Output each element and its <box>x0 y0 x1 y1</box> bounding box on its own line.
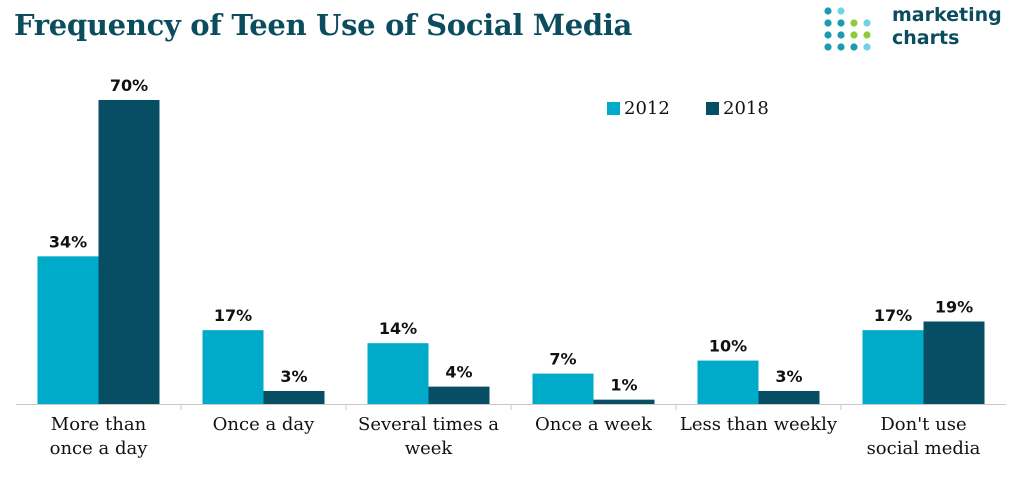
category-label: Don't use <box>880 414 966 435</box>
logo-dot <box>863 19 871 27</box>
logo-dot <box>837 43 845 51</box>
logo-dot <box>824 43 832 51</box>
logo-dot <box>863 43 871 51</box>
data-label: 17% <box>214 306 252 325</box>
data-label: 14% <box>379 319 417 338</box>
logo-dot <box>850 31 858 39</box>
bar-2018 <box>758 390 820 404</box>
bar-2018 <box>593 399 655 404</box>
bar-2018 <box>98 100 160 404</box>
data-label: 4% <box>445 363 472 382</box>
legend-label-2018: 2018 <box>723 98 769 119</box>
chart-title: Frequency of Teen Use of Social Media <box>14 8 633 42</box>
logo-dot <box>837 7 845 15</box>
logo-dot <box>863 31 871 39</box>
logo-dot <box>824 19 832 27</box>
category-label: week <box>405 438 454 459</box>
bar-2018 <box>428 386 490 404</box>
logo-dot <box>837 31 845 39</box>
logo-dot <box>837 19 845 27</box>
category-label: once a day <box>50 438 149 459</box>
data-label: 19% <box>935 297 973 316</box>
bar-2012 <box>697 360 759 404</box>
legend-swatch-2018 <box>706 102 719 115</box>
logo-text-line1: marketing <box>892 4 1002 26</box>
bar-2012 <box>202 330 264 404</box>
data-label: 10% <box>709 337 747 356</box>
data-label: 34% <box>49 232 87 251</box>
logo-dot <box>824 7 832 15</box>
bar-2012 <box>532 373 594 404</box>
bar-2012 <box>37 256 99 404</box>
data-label: 17% <box>874 306 912 325</box>
legend-swatch-2012 <box>607 102 620 115</box>
data-label: 1% <box>610 376 637 395</box>
data-label: 70% <box>110 76 148 95</box>
logo-dot <box>824 31 832 39</box>
logo-text-line2: charts <box>892 27 960 49</box>
bar-2018 <box>923 321 985 404</box>
category-label: social media <box>867 438 981 459</box>
bar-2018 <box>263 390 325 404</box>
legend-label-2012: 2012 <box>624 98 670 119</box>
data-label: 7% <box>549 350 576 369</box>
logo-dots-icon <box>824 7 871 51</box>
data-label: 3% <box>775 367 802 386</box>
category-label: Several times a <box>358 414 499 435</box>
category-label: Less than weekly <box>680 414 838 435</box>
logo-dot <box>850 43 858 51</box>
bar-2012 <box>862 330 924 404</box>
category-label: Once a week <box>535 414 653 435</box>
category-label: More than <box>51 414 147 435</box>
data-label: 3% <box>280 367 307 386</box>
bar-2012 <box>367 343 429 404</box>
logo-dot <box>850 19 858 27</box>
marketing-charts-logo: marketing charts <box>822 4 1007 56</box>
category-label: Once a day <box>213 414 316 435</box>
